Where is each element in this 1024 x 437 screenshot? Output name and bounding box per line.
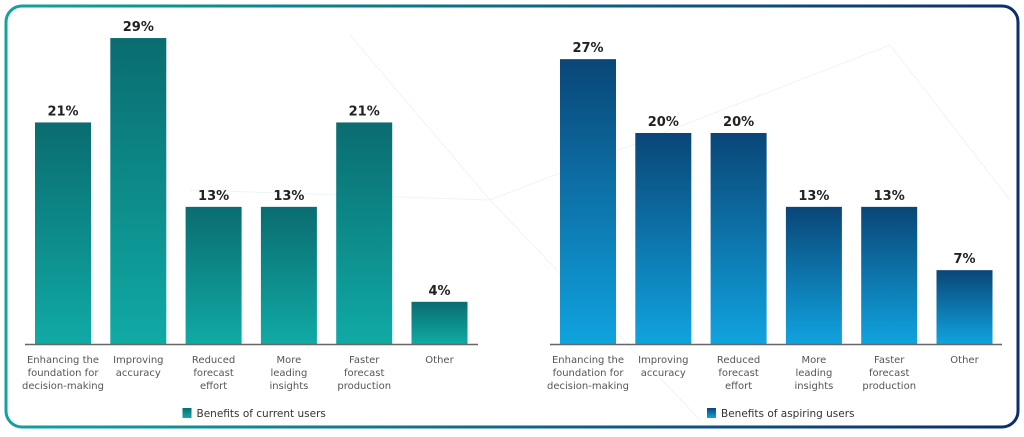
bar [35,122,91,344]
x-tick-label-line: leading [795,368,832,379]
data-label: 13% [198,189,229,204]
legend-label: Benefits of aspiring users [721,408,855,420]
x-tick-label-line: insights [269,381,308,392]
x-tick-label: Improving accuracy [113,355,163,379]
legend-swatch [182,408,192,418]
bar [710,133,767,344]
bar [185,206,242,344]
data-label: 21% [349,104,380,119]
legend: Benefits of aspiring users [707,408,855,420]
chart-aspiring-users: 27% Enhancing the foundation for decision-m… [547,41,1002,420]
bar [560,59,616,345]
x-tick-label-line: Faster [349,355,380,366]
bar [635,133,692,344]
x-tick-label-line: Other [425,355,454,366]
x-tick-label-line: Improving [638,355,688,366]
x-tick-label-line: Enhancing the [552,355,624,366]
data-label: 13% [798,189,829,204]
x-tick-label: More leading insights [269,355,308,392]
x-tick-label-line: production [862,381,916,392]
legend-label: Benefits of current users [197,408,326,420]
legend: Benefits of current users [182,408,326,420]
x-tick-label-line: forecast [344,368,385,379]
x-tick-label-line: accuracy [641,368,686,379]
bar [861,206,918,344]
legend-swatch [707,408,716,418]
x-tick-label-line: forecast [869,368,910,379]
x-tick-label-line: effort [725,381,752,392]
x-tick-label: Other [425,355,454,366]
x-tick-label-line: foundation for [28,368,100,379]
bar [260,206,317,344]
x-tick-label: Enhancing the foundation for decision-maki… [547,355,629,392]
x-tick-label-line: forecast [718,368,759,379]
x-tick-label-line: More [277,355,302,366]
x-tick-label: Reduced forecast effort [192,355,235,392]
x-tick-label-line: insights [794,381,833,392]
data-label: 29% [123,20,154,35]
x-tick-label-line: effort [200,381,227,392]
x-tick-label: More leading insights [794,355,833,392]
chart-frame [4,4,1020,429]
x-tick-label-line: Improving [113,355,163,366]
x-tick-label-line: More [802,355,827,366]
x-tick-label-line: production [337,381,391,392]
bar [336,122,393,344]
x-tick-label-line: leading [270,368,307,379]
x-tick-label-line: accuracy [116,368,161,379]
data-label: 4% [428,284,450,299]
x-tick-label: Other [950,355,979,366]
x-tick-label: Enhancing the foundation for decision-maki… [22,355,104,392]
x-tick-label: Improving accuracy [638,355,688,379]
chart-current-users: 21% Enhancing the foundation for decision-m… [22,20,478,420]
data-label: 13% [874,189,905,204]
x-tick-label-line: Reduced [717,355,760,366]
data-label: 20% [648,115,679,130]
x-tick-label-line: Reduced [192,355,235,366]
bar [785,206,842,344]
x-tick-label-line: decision-making [22,381,104,392]
x-tick-label-line: decision-making [547,381,629,392]
data-label: 21% [47,104,78,119]
bar [110,38,167,345]
x-tick-label-line: forecast [193,368,234,379]
x-tick-label: Faster forecast production [862,355,916,392]
bar [936,270,993,344]
x-tick-label: Faster forecast production [337,355,391,392]
data-label: 20% [723,115,754,130]
x-tick-label-line: foundation for [553,368,625,379]
data-label: 13% [273,189,304,204]
data-label: 27% [572,41,603,56]
x-tick-label-line: Faster [874,355,905,366]
x-tick-label-line: Other [950,355,979,366]
data-label: 7% [953,252,975,267]
bar [411,301,468,344]
x-tick-label-line: Enhancing the [27,355,99,366]
x-tick-label: Reduced forecast effort [717,355,760,392]
